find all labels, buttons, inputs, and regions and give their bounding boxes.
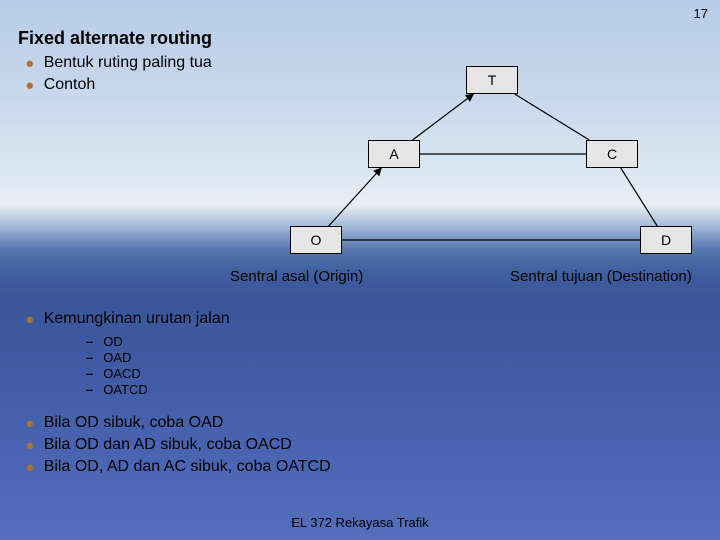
caption-origin: Sentral asal (Origin) <box>230 268 363 285</box>
sub-bullet-text: OAD <box>103 350 131 365</box>
sub-bullet-text: OATCD <box>103 382 148 397</box>
dash-icon: – <box>86 350 93 365</box>
caption-destination: Sentral tujuan (Destination) <box>510 268 692 285</box>
bullet-icon: • <box>26 414 34 434</box>
sub-bullet-list: –OD–OAD–OACD–OATCD <box>86 334 148 398</box>
dash-icon: – <box>86 366 93 381</box>
bullet-icon: • <box>26 436 34 456</box>
bullet-icon: • <box>26 310 34 330</box>
edge-C-D <box>621 168 657 226</box>
edge-T-C <box>515 94 590 140</box>
dash-icon: – <box>86 334 93 349</box>
sub-bullet-text: OACD <box>103 366 141 381</box>
bottom-bullet-text: Bila OD, AD dan AC sibuk, coba OATCD <box>44 458 331 476</box>
footer-text: EL 372 Rekayasa Trafik <box>0 515 720 530</box>
edge-A-T <box>413 94 474 140</box>
edge-O-A <box>329 168 382 226</box>
bottom-bullet-list: • Bila OD sibuk, coba OAD • Bila OD dan AD … <box>26 414 331 480</box>
mid-bullet-list: • Kemungkinan urutan jalan <box>26 310 230 332</box>
bottom-bullet-text: Bila OD dan AD sibuk, coba OACD <box>44 436 292 454</box>
dash-icon: – <box>86 382 93 397</box>
bottom-bullet-text: Bila OD sibuk, coba OAD <box>44 414 224 432</box>
mid-bullet-text: Kemungkinan urutan jalan <box>44 310 230 328</box>
bullet-icon: • <box>26 458 34 478</box>
sub-bullet-text: OD <box>103 334 123 349</box>
